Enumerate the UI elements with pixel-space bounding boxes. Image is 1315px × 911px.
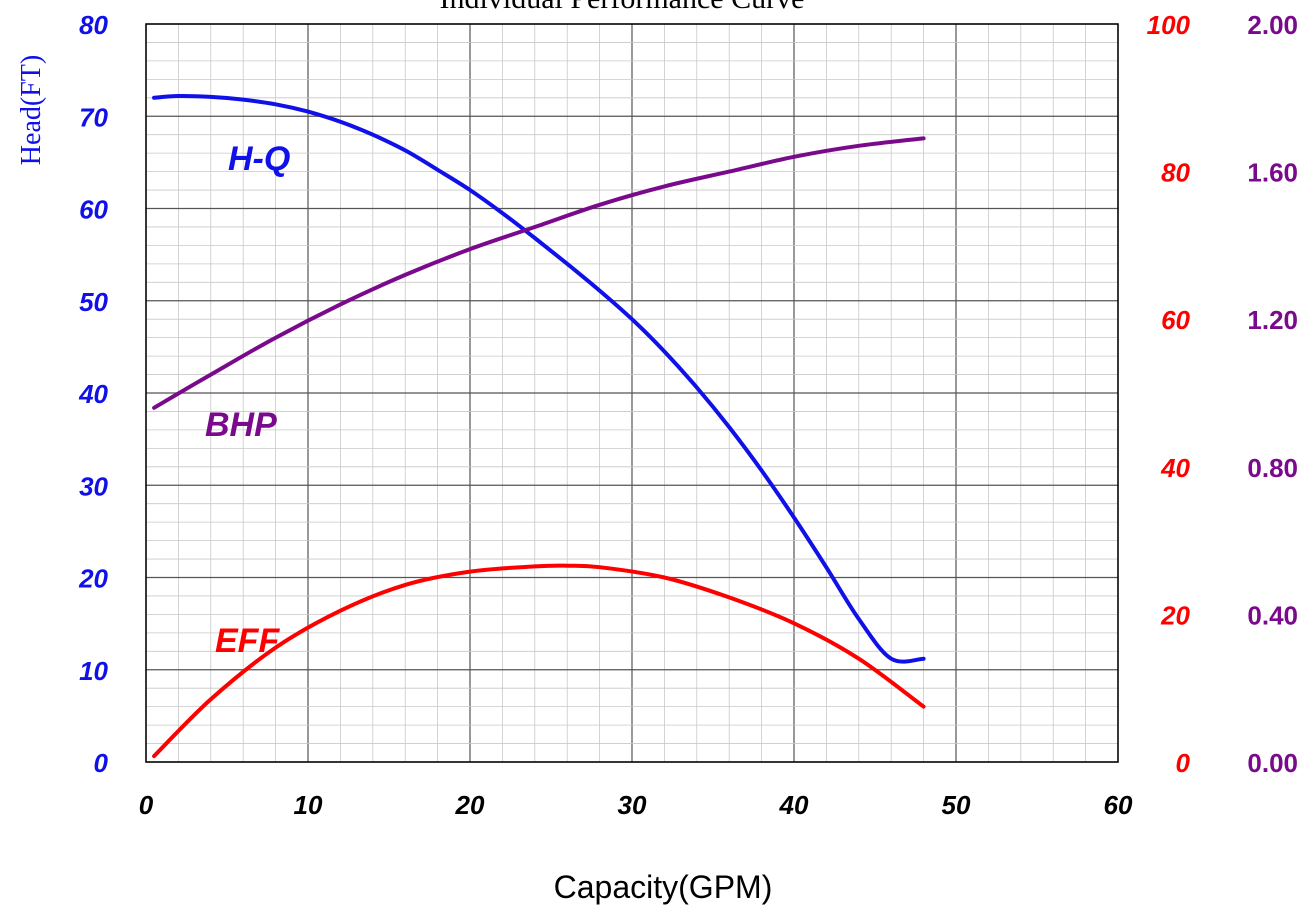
y-bhp-tick-label: 1.60 (1247, 158, 1298, 188)
y-axis-eff-ticks: 0 20 40 60 80 100 (1147, 10, 1191, 778)
series-lines (152, 93, 926, 759)
grid (145, 23, 1119, 763)
series-label-bhp: BHP (205, 406, 277, 444)
y-left-tick-label: 60 (79, 195, 108, 225)
chart-title: Individual Performance Curve (440, 0, 805, 15)
series-line-bhp (152, 136, 926, 410)
y-eff-tick-label: 0 (1176, 748, 1191, 778)
x-tick-label: 50 (942, 790, 971, 820)
y-axis-label: Head(FT) (16, 55, 47, 165)
series-line-eff (152, 563, 926, 759)
y-bhp-tick-label: 0.80 (1247, 453, 1298, 483)
y-left-tick-label: 40 (78, 379, 108, 409)
x-tick-label: 60 (1104, 790, 1133, 820)
series-line-head (152, 93, 926, 664)
y-left-tick-label: 30 (79, 471, 108, 501)
y-left-tick-label: 20 (78, 564, 108, 594)
y-bhp-tick-label: 1.20 (1247, 305, 1298, 335)
x-tick-label: 20 (455, 790, 485, 820)
y-eff-tick-label: 100 (1147, 10, 1191, 40)
y-left-tick-label: 50 (79, 287, 108, 317)
y-left-tick-label: 10 (79, 656, 108, 686)
y-left-tick-label: 0 (94, 748, 109, 778)
series-label-hq: H-Q (228, 140, 290, 178)
x-tick-label: 0 (139, 790, 154, 820)
y-bhp-tick-label: 2.00 (1247, 10, 1298, 40)
y-axis-bhp-ticks: 0.00 0.40 0.80 1.20 1.60 2.00 (1247, 10, 1298, 778)
y-left-tick-label: 70 (79, 102, 108, 132)
x-tick-label: 30 (618, 790, 647, 820)
y-axis-left-ticks: 0 10 20 30 40 50 60 70 80 (78, 10, 108, 778)
x-tick-label: 40 (779, 790, 809, 820)
y-bhp-tick-label: 0.40 (1247, 600, 1298, 630)
y-eff-tick-label: 20 (1160, 600, 1190, 630)
x-axis-label: Capacity(GPM) (554, 869, 773, 905)
y-eff-tick-label: 40 (1160, 453, 1190, 483)
y-eff-tick-label: 60 (1161, 305, 1190, 335)
x-tick-label: 10 (294, 790, 323, 820)
y-left-tick-label: 80 (79, 10, 108, 40)
plot-border (145, 23, 1119, 763)
y-eff-tick-label: 80 (1161, 158, 1190, 188)
x-axis-ticks: 0 10 20 30 40 50 60 (139, 790, 1133, 820)
series-label-eff: EFF (215, 622, 280, 660)
y-bhp-tick-label: 0.00 (1247, 748, 1298, 778)
